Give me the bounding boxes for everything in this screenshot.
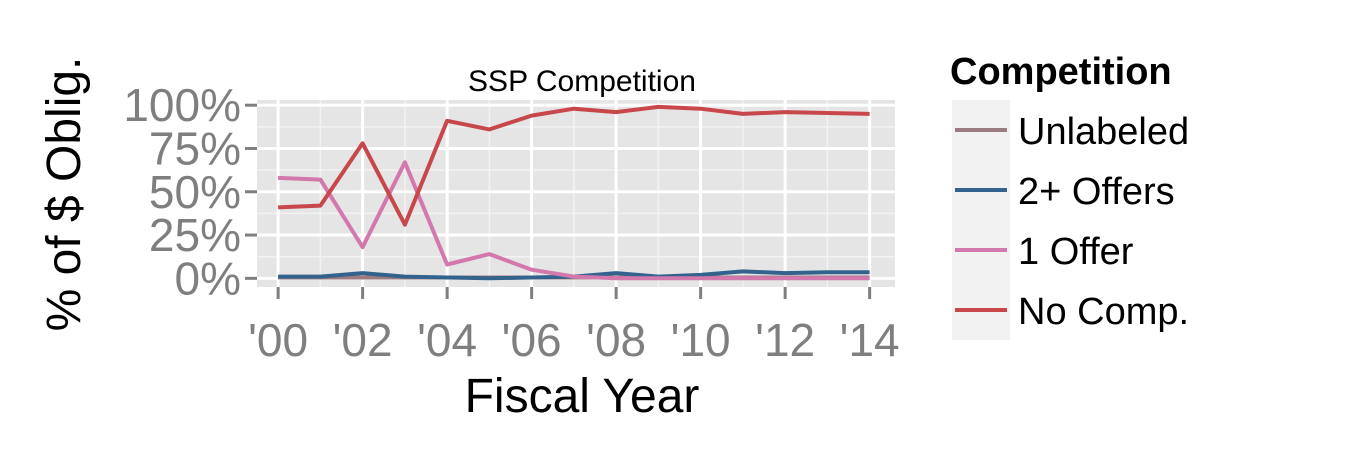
legend-item-2-offers: 2+ Offers bbox=[952, 160, 1175, 220]
x-tick-label: '06 bbox=[502, 314, 562, 366]
axis-layer: 0%25%50%75%100% '00 '02 '04 '06 '08 '10 '12 '14 bbox=[123, 79, 899, 366]
x-tick-label: '00 bbox=[248, 314, 308, 366]
plot-panel bbox=[257, 100, 895, 287]
y-tick-label: 75% bbox=[149, 122, 241, 174]
legend-item-1-offer: 1 Offer bbox=[952, 220, 1134, 280]
x-tick-label: '12 bbox=[755, 314, 815, 366]
legend-title: Competition bbox=[950, 51, 1172, 93]
legend: Competition Unlabeled 2+ Offers 1 Offer No … bbox=[950, 51, 1189, 340]
x-tick-label: '14 bbox=[840, 314, 900, 366]
x-axis-title: Fiscal Year bbox=[465, 370, 700, 423]
grid-layer bbox=[257, 100, 895, 287]
x-tick-label: '08 bbox=[586, 314, 646, 366]
y-tick-label: 0% bbox=[175, 252, 241, 304]
legend-item-unlabeled: Unlabeled bbox=[952, 100, 1189, 160]
legend-label-unlabeled: Unlabeled bbox=[1018, 111, 1189, 153]
x-tick-label: '02 bbox=[333, 314, 393, 366]
y-tick-label: 50% bbox=[149, 166, 241, 218]
y-tick-label: 25% bbox=[149, 209, 241, 261]
legend-items: Unlabeled 2+ Offers 1 Offer No Comp. bbox=[952, 100, 1189, 340]
plot-title: SSP Competition bbox=[468, 65, 696, 98]
legend-label-1-offer: 1 Offer bbox=[1018, 231, 1134, 273]
legend-label-2-offers: 2+ Offers bbox=[1018, 171, 1175, 213]
series-line-1-offer bbox=[278, 160, 870, 281]
y-tick-label: 100% bbox=[123, 79, 241, 131]
legend-label-no-comp: No Comp. bbox=[1018, 291, 1189, 333]
x-tick-label: '10 bbox=[671, 314, 731, 366]
x-tick-label: '04 bbox=[417, 314, 477, 366]
series-line-no-comp bbox=[278, 104, 870, 227]
legend-item-no-comp: No Comp. bbox=[952, 280, 1189, 340]
y-axis-title: % of $ Oblig. bbox=[38, 57, 91, 332]
series-layer bbox=[278, 104, 870, 281]
